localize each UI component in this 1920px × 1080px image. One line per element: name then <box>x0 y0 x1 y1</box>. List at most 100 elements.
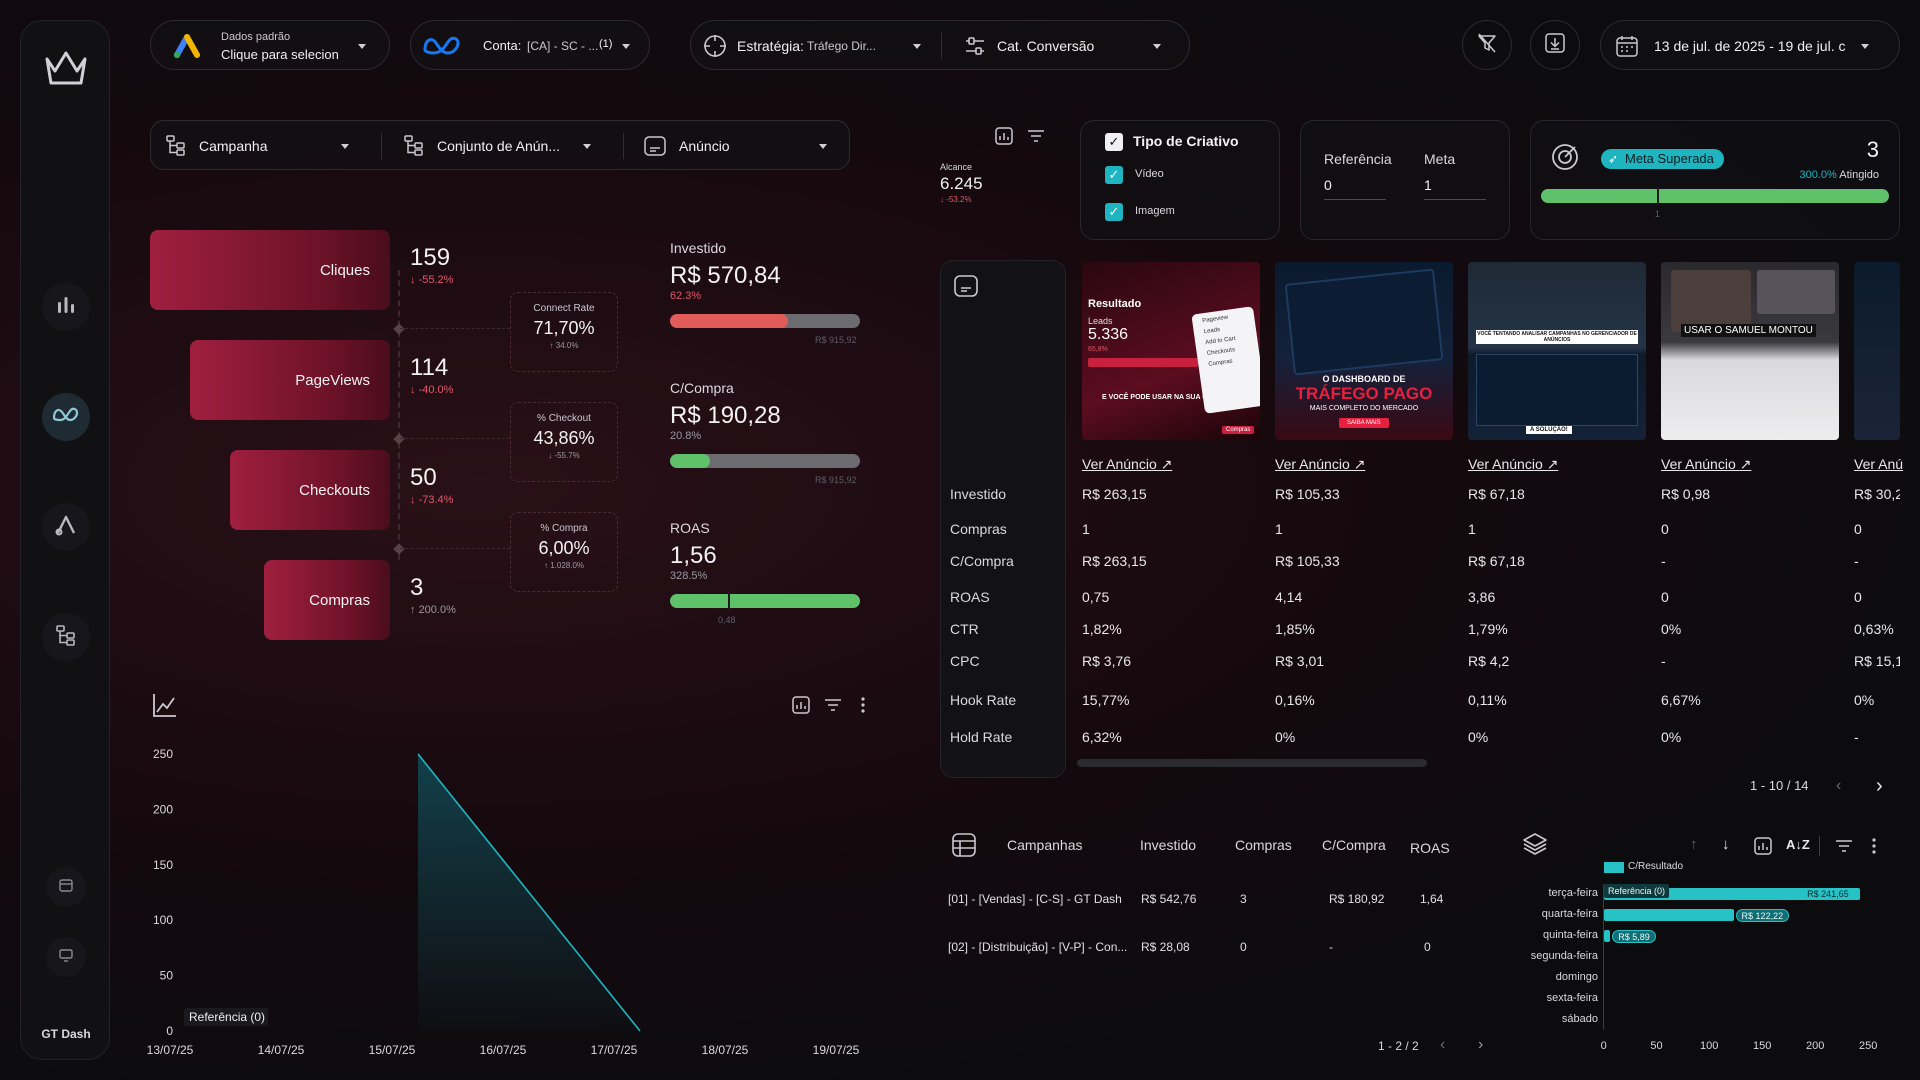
creative-row-label: C/Compra <box>950 553 1014 569</box>
tipo-criativo-checkbox[interactable]: ✓ <box>1105 133 1123 151</box>
next-page-button[interactable]: › <box>1876 775 1883 798</box>
day-value-label: R$ 241,65 <box>1807 889 1849 899</box>
anuncio-filter[interactable]: Anúncio <box>643 121 839 171</box>
prev-page-button[interactable]: ‹ <box>1440 1036 1445 1054</box>
arrow-down-icon: ↓ <box>410 274 416 286</box>
arrow-down-icon: ↓ <box>1722 836 1730 853</box>
campaigns-header[interactable]: ROAS <box>1410 840 1450 856</box>
account-selector[interactable]: Dados padrão Clique para selecion <box>150 20 390 70</box>
creative-thumbnail[interactable]: USAR O SAMUEL MONTOU <box>1661 262 1839 440</box>
sort-alpha-button[interactable]: A↓Z <box>1786 837 1810 852</box>
day-bar[interactable] <box>1604 909 1734 921</box>
rate-change-text: 1.028.0% <box>550 561 585 570</box>
funnel-bar-checkouts: Checkouts <box>230 450 390 530</box>
anuncio-filter-label: Anúncio <box>679 138 730 154</box>
thumb-text: VOCÊ TENTANDO ANALISAR CAMPANHAS NO GERE… <box>1476 330 1638 344</box>
sidebar-item-google-ads[interactable] <box>42 503 90 551</box>
chevron-down-icon <box>622 44 630 49</box>
creative-cell: 4,14 <box>1275 589 1303 605</box>
creative-cell: 0% <box>1661 729 1682 745</box>
sidebar-item-meta[interactable] <box>42 393 90 441</box>
sort-asc-button[interactable]: ↑ <box>1690 836 1698 853</box>
divider <box>941 33 942 59</box>
rate-box-compra: % Compra 6,00% ↑ 1.028.0% <box>510 512 618 592</box>
chart-more-button[interactable] <box>860 697 866 718</box>
prev-page-button[interactable]: ‹ <box>1836 777 1841 795</box>
sidebar-item-charts[interactable] <box>42 283 90 331</box>
campaigns-header[interactable]: Compras <box>1235 837 1292 853</box>
metric-max: R$ 915,92 <box>815 475 857 485</box>
filter-off-button[interactable] <box>1462 20 1512 70</box>
horizontal-scrollbar[interactable] <box>1077 759 1427 767</box>
ver-anuncio-link[interactable]: Ver Anúncio ↗ <box>1082 456 1173 472</box>
sidebar-item-structure[interactable] <box>42 613 90 661</box>
creative-thumbnail[interactable]: VOCÊ TENTANDO ANALISAR CAMPANHAS NO GERE… <box>1468 262 1646 440</box>
ver-anuncio-link[interactable]: Ver Anúncio ↗ <box>1661 456 1752 472</box>
day-chart-more-button[interactable] <box>1871 838 1877 859</box>
filter-lines-icon <box>1027 130 1045 148</box>
conjunto-filter[interactable]: Conjunto de Anún... <box>403 121 603 171</box>
campaigns-header[interactable]: Campanhas <box>1007 837 1083 853</box>
x-tick-label: 13/07/25 <box>147 1043 194 1057</box>
funnel-label: Checkouts <box>299 481 370 499</box>
campanha-filter-label: Campanha <box>199 138 268 154</box>
alcance-chart-button[interactable] <box>995 127 1013 150</box>
x-tick-label: 250 <box>1859 1040 1878 1052</box>
divider <box>381 133 382 159</box>
creative-thumbnail[interactable]: O DASHBOARD DE TRÁFEGO PAGO MAIS COMPLETO … <box>1275 262 1453 440</box>
metric-progress-bar <box>670 314 860 328</box>
imagem-checkbox[interactable]: ✓ <box>1105 203 1123 221</box>
chart-plus-icon <box>995 127 1013 149</box>
creative-thumbnail[interactable]: Resultado Leads 5.336 65,8% E VOCÊ PODE USAR… <box>1082 262 1260 440</box>
metric-value: 1,56 <box>670 542 717 569</box>
campanha-filter[interactable]: Campanha <box>165 121 361 171</box>
table-row[interactable]: [01] - [Vendas] - [C-S] - GT Dash R$ 542… <box>948 888 1448 910</box>
campaigns-header[interactable]: Investido <box>1140 837 1197 853</box>
day-bar[interactable] <box>1604 930 1611 942</box>
chart-add-button[interactable] <box>792 696 810 719</box>
sidebar-item-display[interactable] <box>46 937 86 977</box>
tipo-criativo-card: ✓ Tipo de Criativo ✓ Vídeo ✓ Imagem <box>1080 120 1280 240</box>
alcance-filter-button[interactable] <box>1027 128 1045 149</box>
date-range-text: 13 de jul. de 2025 - 19 de jul. c <box>1654 38 1846 54</box>
estrategia-selector[interactable]: Estratégia: Tráfego Dir... <box>737 21 937 71</box>
referencia-input[interactable]: 0 <box>1324 177 1386 200</box>
creative-thumbnail[interactable] <box>1854 262 1900 440</box>
sidebar-item-calendar[interactable] <box>46 867 86 907</box>
sort-desc-button[interactable]: ↓ <box>1722 836 1730 853</box>
download-button[interactable] <box>1530 20 1580 70</box>
date-range-picker[interactable]: 13 de jul. de 2025 - 19 de jul. c <box>1600 20 1900 70</box>
ver-anuncio-link[interactable]: Ver Anúncio ↗ <box>1468 456 1559 472</box>
level-filters: Campanha Conjunto de Anún... Anúncio <box>150 120 850 170</box>
creative-cell: 6,32% <box>1082 729 1122 745</box>
target-icon <box>1551 143 1579 176</box>
metric-progress-fill <box>670 594 860 608</box>
chart-filter-button[interactable] <box>824 697 842 718</box>
video-checkbox[interactable]: ✓ <box>1105 166 1123 184</box>
creative-cell: 0,11% <box>1468 692 1507 708</box>
crown-logo-icon[interactable] <box>41 41 91 91</box>
cat-conversao-selector[interactable]: Cat. Conversão <box>997 21 1177 71</box>
day-chart-filter-button[interactable] <box>1835 838 1853 859</box>
thumb-text: 5.336 <box>1088 326 1129 343</box>
y-tick-label: 150 <box>153 858 173 872</box>
thumb-screen <box>1284 268 1444 376</box>
conta-selector[interactable]: Conta: [CA] - SC - ... (1) <box>410 20 650 70</box>
creative-cell: R$ 263,15 <box>1082 486 1147 502</box>
rate-change-text: -55.7% <box>554 451 580 460</box>
campaign-roas: 0 <box>1424 940 1431 954</box>
creative-cell: 0% <box>1468 729 1489 745</box>
meta-input[interactable]: 1 <box>1424 177 1486 200</box>
ver-anuncio-link[interactable]: Ver Anúncio ↗ <box>1275 456 1366 472</box>
sidebar: GT Dash <box>20 20 110 1060</box>
next-page-button[interactable]: › <box>1478 1036 1483 1054</box>
funnel-change-text: -40.0% <box>418 384 454 396</box>
ver-anuncio-link[interactable]: Ver Anú <box>1854 456 1904 472</box>
creative-cell: 1 <box>1082 521 1090 537</box>
table-row[interactable]: [02] - [Distribuição] - [V-P] - Con... R… <box>948 936 1448 958</box>
chevron-down-icon <box>583 144 591 149</box>
day-label: terça-feira <box>1548 887 1598 899</box>
day-chart-add-button[interactable] <box>1754 837 1772 860</box>
campaigns-header[interactable]: C/Compra <box>1322 837 1386 853</box>
referencia-label: Referência <box>1324 151 1392 167</box>
